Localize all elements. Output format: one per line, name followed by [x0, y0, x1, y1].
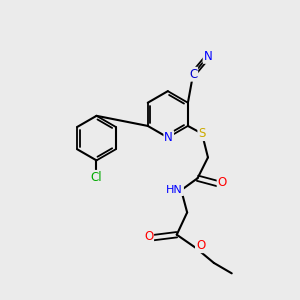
Text: HN: HN	[166, 185, 183, 195]
Text: N: N	[164, 131, 173, 144]
Text: Cl: Cl	[91, 171, 102, 184]
Text: O: O	[144, 230, 153, 243]
Text: O: O	[218, 176, 227, 189]
Text: C: C	[189, 68, 197, 81]
Text: O: O	[196, 239, 205, 252]
Text: S: S	[198, 127, 206, 140]
Text: N: N	[204, 50, 212, 63]
